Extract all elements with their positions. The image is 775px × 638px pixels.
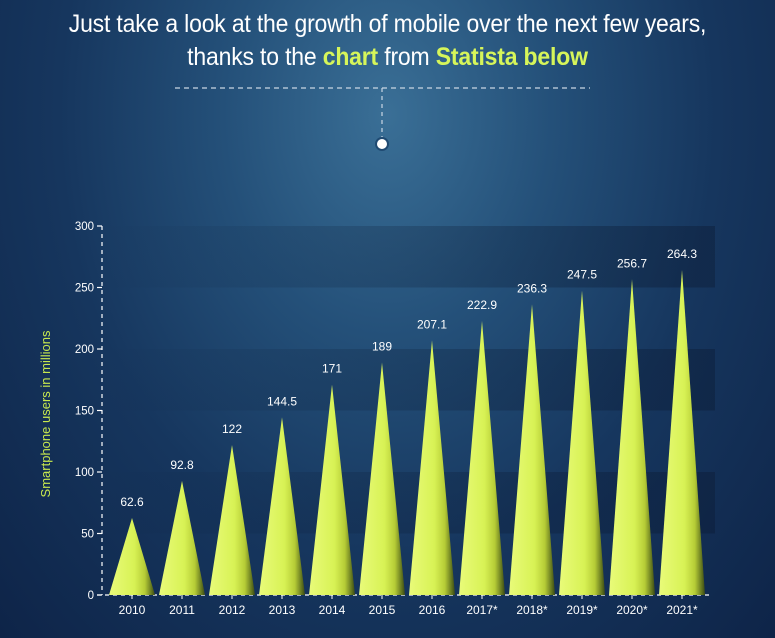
x-tick-label: 2017* bbox=[466, 603, 498, 617]
bar-2017 bbox=[459, 320, 505, 595]
background-band bbox=[103, 349, 715, 411]
x-tick-label: 2014 bbox=[319, 603, 346, 617]
x-tick-label: 2010 bbox=[119, 603, 146, 617]
y-tick-label: 300 bbox=[75, 221, 94, 233]
data-label: 62.6 bbox=[120, 495, 144, 509]
bar-2015 bbox=[359, 362, 405, 595]
y-tick-label: 100 bbox=[75, 467, 94, 479]
data-label: 122 bbox=[222, 422, 242, 436]
bar-2010 bbox=[109, 518, 155, 595]
y-axis-title: Smartphone users in millions bbox=[38, 330, 53, 497]
header-line-2-start: thanks to the bbox=[187, 43, 323, 71]
data-label: 171 bbox=[322, 362, 342, 376]
chart-header: Just take a look at the growth of mobile… bbox=[0, 8, 775, 74]
data-labels: 62.6 92.8 122 144.5 171 189 207.1 222.9 236.3 247… bbox=[120, 247, 697, 509]
x-tick-label: 2016 bbox=[419, 603, 446, 617]
header-connector-dot bbox=[375, 137, 389, 151]
data-label: 222.9 bbox=[467, 298, 497, 312]
x-tick-label: 2015 bbox=[369, 603, 396, 617]
x-tick-label: 2019* bbox=[566, 603, 598, 617]
header-line-1: Just take a look at the growth of mobile… bbox=[31, 8, 744, 41]
y-tick-label: 200 bbox=[75, 344, 94, 356]
data-label: 256.7 bbox=[617, 256, 647, 270]
bar-2019 bbox=[559, 290, 605, 595]
header-highlight-source: Statista below bbox=[435, 43, 588, 71]
bar-2014 bbox=[309, 384, 355, 595]
y-axis: 0 50 100 150 200 250 300 bbox=[75, 221, 103, 602]
bar-2013 bbox=[259, 417, 305, 595]
header-line-1-text: Just take a look at the growth of mobile… bbox=[68, 10, 707, 38]
data-label: 189 bbox=[372, 340, 392, 354]
bar-2016 bbox=[409, 340, 455, 595]
y-tick-label: 150 bbox=[75, 406, 94, 418]
data-label: 144.5 bbox=[267, 394, 297, 408]
background-band bbox=[103, 226, 715, 288]
background-bands bbox=[103, 226, 715, 534]
x-tick-label: 2012 bbox=[219, 603, 246, 617]
header-line-2: thanks to the chart from Statista below bbox=[31, 41, 744, 74]
bar-2011 bbox=[159, 480, 205, 595]
y-tick-label: 0 bbox=[88, 590, 94, 602]
x-tick-label: 2018* bbox=[516, 603, 548, 617]
x-tick-label: 2013 bbox=[269, 603, 296, 617]
x-tick-label: 2011 bbox=[169, 603, 195, 617]
x-axis: 2010 2011 2012 2013 2014 2015 2016 2017* 2018* 20… bbox=[97, 594, 712, 617]
bar-2021 bbox=[659, 269, 705, 595]
data-label: 264.3 bbox=[667, 247, 697, 261]
bar-2012 bbox=[209, 444, 255, 595]
background-band bbox=[103, 472, 715, 534]
bar-2020 bbox=[609, 279, 655, 595]
y-tick-label: 250 bbox=[75, 283, 94, 295]
data-label: 247.5 bbox=[567, 268, 597, 282]
data-label: 236.3 bbox=[517, 281, 547, 295]
bar-2018 bbox=[509, 304, 555, 595]
data-label: 207.1 bbox=[417, 317, 447, 331]
data-label: 92.8 bbox=[170, 458, 194, 472]
header-highlight-chart: chart bbox=[322, 43, 379, 71]
y-tick-label: 50 bbox=[81, 529, 94, 541]
x-tick-label: 2021* bbox=[666, 603, 698, 617]
x-tick-label: 2020* bbox=[616, 603, 648, 617]
header-line-2-from: from bbox=[378, 43, 436, 71]
bars bbox=[109, 269, 705, 595]
